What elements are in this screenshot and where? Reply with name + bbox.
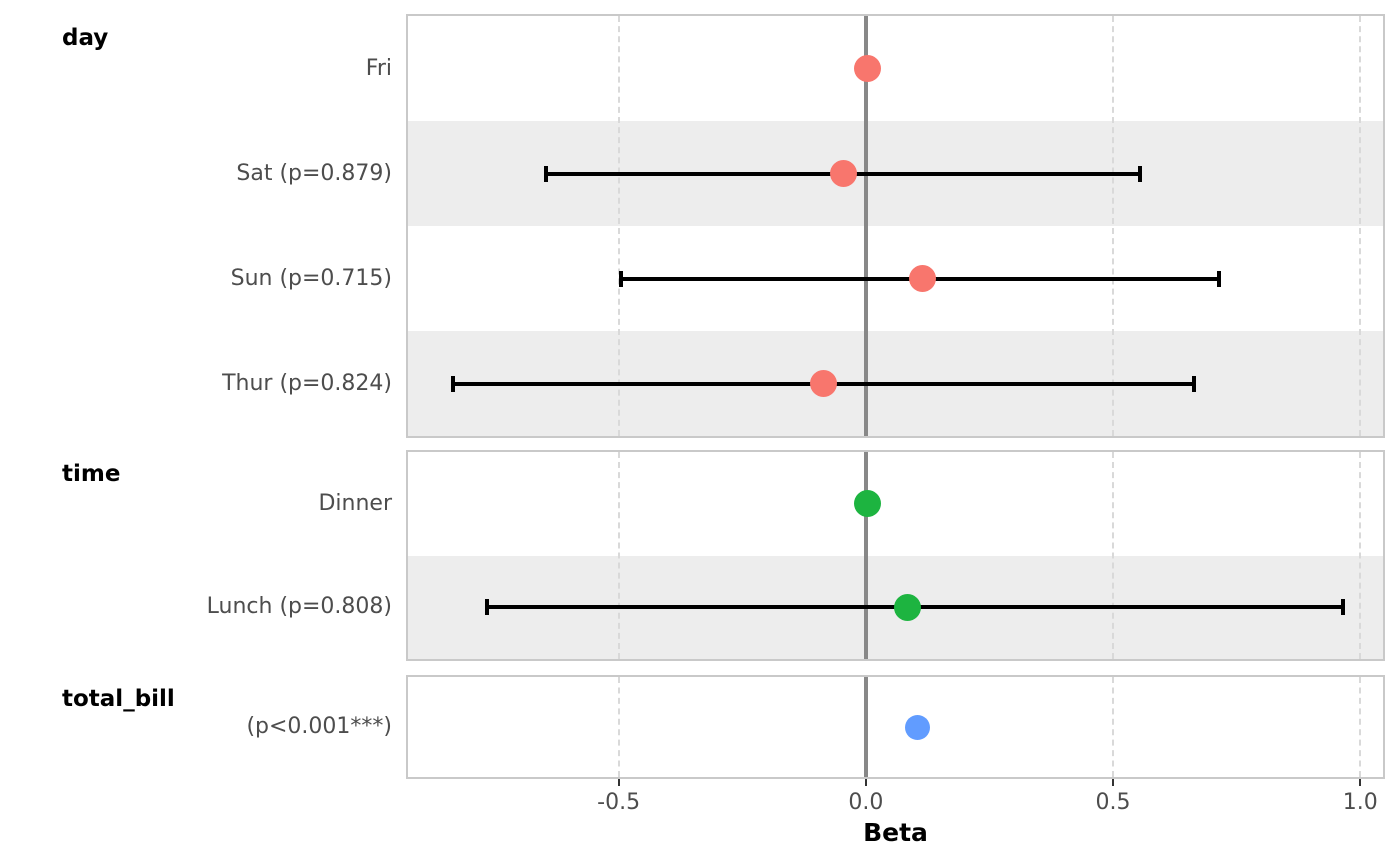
row-label-day-2: Sun (p=0.715)	[230, 265, 392, 291]
error-bar-cap-high	[1137, 165, 1142, 182]
gridline-dashed	[1359, 16, 1362, 436]
estimate-point-day-1	[829, 160, 857, 187]
group-header-total_bill: total_bill	[62, 686, 175, 712]
panel-total_bill	[406, 675, 1385, 779]
gridline-dashed	[1112, 677, 1115, 777]
error-bar-cap-low	[450, 375, 455, 392]
estimate-point-day-2	[908, 265, 936, 292]
gridline-dashed	[617, 677, 620, 777]
row-label-day-1: Sat (p=0.879)	[236, 160, 392, 186]
error-bar-cap-high	[1192, 375, 1197, 392]
x-tick-label: 0.5	[1095, 790, 1131, 815]
gridline-dashed	[617, 16, 620, 436]
estimate-point-time-1	[893, 593, 921, 621]
row-label-day-0: Fri	[365, 55, 392, 81]
row-label-total_bill-0: (p<0.001***)	[246, 714, 392, 739]
x-tick-label: 1.0	[1342, 790, 1378, 815]
zero-reference-line	[863, 677, 868, 777]
row-label-time-0: Dinner	[318, 490, 392, 516]
error-bar-cap-low	[485, 599, 490, 616]
estimate-point-total_bill-0	[904, 714, 930, 740]
error-bar-cap-high	[1216, 270, 1221, 287]
zero-reference-line	[863, 16, 868, 436]
row-label-day-3: Thur (p=0.824)	[222, 370, 392, 396]
x-axis-title: Beta	[863, 818, 928, 847]
estimate-point-day-0	[854, 55, 882, 82]
x-tick-label: 0.0	[848, 790, 884, 815]
gridline-dashed	[1112, 452, 1115, 659]
x-tick-label: -0.5	[597, 790, 641, 815]
x-tick-mark	[1359, 779, 1362, 786]
gridline-dashed	[1359, 452, 1362, 659]
estimate-point-day-3	[809, 370, 837, 397]
gridline-dashed	[1359, 677, 1362, 777]
error-bar-cap-low	[544, 165, 549, 182]
x-tick-mark	[617, 779, 620, 786]
gridline-dashed	[617, 452, 620, 659]
group-header-time: time	[62, 461, 121, 487]
panel-day	[406, 14, 1385, 438]
row-label-time-1: Lunch (p=0.808)	[206, 594, 392, 620]
x-tick-mark	[864, 779, 867, 786]
group-header-day: day	[62, 25, 109, 51]
gridline-dashed	[1112, 16, 1115, 436]
x-tick-mark	[1112, 779, 1115, 786]
zero-reference-line	[863, 452, 868, 659]
error-bar-cap-low	[618, 270, 623, 287]
error-bar-cap-high	[1340, 599, 1345, 616]
panel-time	[406, 450, 1385, 661]
estimate-point-time-0	[854, 490, 882, 518]
